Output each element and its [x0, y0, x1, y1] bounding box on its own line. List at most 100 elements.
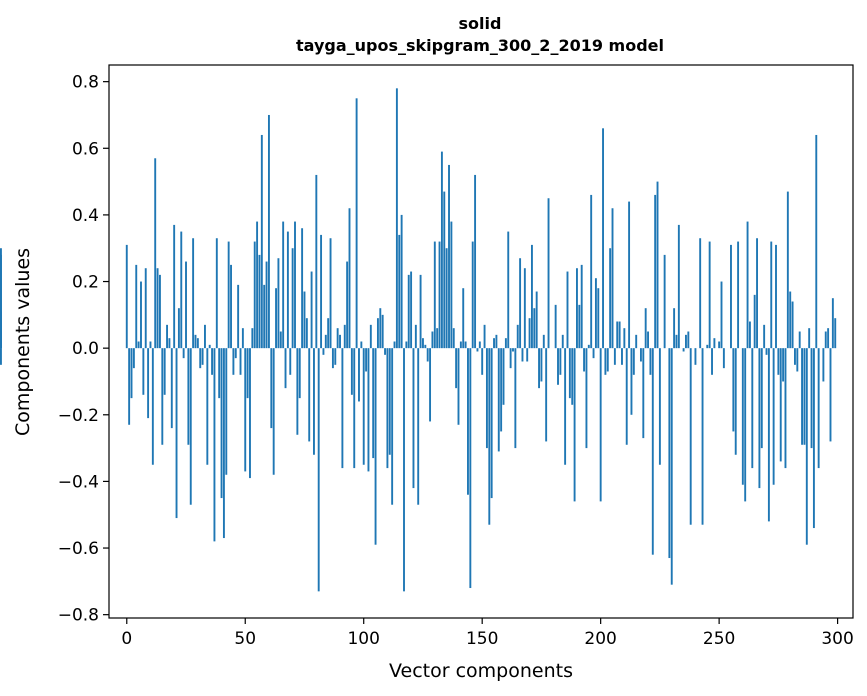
- bar: [289, 348, 292, 375]
- bar: [433, 241, 436, 349]
- bar: [464, 341, 467, 349]
- bar: [713, 338, 716, 349]
- x-axis-ticks: 0 50 100 150 200 250 300: [121, 618, 854, 649]
- bar: [765, 348, 768, 355]
- bar: [720, 281, 723, 349]
- bar: [689, 348, 692, 525]
- bar: [429, 348, 432, 422]
- bar: [474, 174, 477, 349]
- y-tick-label: −0.8: [58, 606, 99, 626]
- bar: [512, 348, 514, 352]
- bar: [576, 268, 578, 349]
- bar: [481, 348, 484, 375]
- bar: [339, 334, 341, 349]
- bar: [644, 308, 647, 349]
- bar: [708, 241, 711, 349]
- bar: [336, 328, 339, 349]
- bar: [438, 241, 441, 349]
- bar: [331, 348, 334, 369]
- bar: [777, 348, 780, 375]
- bar: [419, 274, 422, 349]
- bar: [211, 348, 214, 375]
- bar: [222, 348, 225, 539]
- bar: [232, 348, 235, 375]
- bar: [485, 348, 488, 449]
- bar: [403, 348, 405, 592]
- bar: [732, 348, 735, 432]
- bar: [784, 348, 787, 469]
- bar: [194, 334, 197, 349]
- bar: [412, 348, 415, 489]
- bar: [156, 268, 159, 349]
- bar: [258, 254, 261, 349]
- bar: [294, 221, 296, 349]
- bar: [334, 348, 337, 365]
- y-tick-label: 0.4: [72, 206, 99, 226]
- bar: [628, 201, 631, 349]
- bar: [225, 348, 228, 475]
- bar: [699, 238, 702, 349]
- bar: [651, 348, 654, 555]
- bar: [379, 308, 382, 349]
- bar: [635, 334, 638, 349]
- bar: [730, 244, 732, 349]
- bar: [125, 244, 128, 349]
- bar: [775, 244, 777, 349]
- bar: [286, 231, 289, 349]
- bar: [642, 348, 645, 439]
- bar: [187, 348, 190, 445]
- bar: [374, 348, 377, 545]
- bar: [358, 348, 360, 402]
- bar: [417, 348, 420, 505]
- bar: [483, 324, 486, 349]
- bar: [284, 348, 287, 389]
- bar: [277, 258, 280, 349]
- bar: [630, 348, 633, 415]
- bar: [741, 348, 744, 485]
- bar: [263, 284, 266, 349]
- bar: [249, 348, 251, 479]
- bar: [606, 348, 609, 372]
- bar: [177, 308, 180, 349]
- bar: [794, 348, 796, 365]
- bar: [267, 114, 270, 349]
- bar: [455, 348, 458, 389]
- bar: [142, 348, 145, 395]
- bar: [241, 328, 244, 349]
- bar: [590, 194, 593, 349]
- bar: [497, 348, 500, 452]
- bar: [613, 348, 616, 365]
- bar: [564, 348, 567, 465]
- bar: [282, 221, 285, 349]
- bar: [391, 348, 394, 505]
- y-tick-label: −0.2: [58, 406, 99, 426]
- bar: [158, 274, 161, 349]
- bar: [168, 338, 171, 349]
- bar: [244, 348, 247, 472]
- bar: [597, 288, 600, 349]
- bar: [175, 348, 178, 519]
- bar: [533, 308, 536, 349]
- bar: [204, 324, 206, 349]
- bar: [535, 291, 538, 349]
- bar: [592, 348, 595, 359]
- bar: [803, 348, 806, 445]
- chart-subtitle: tayga_upos_skipgram_300_2_2019 model: [296, 36, 664, 55]
- bar: [324, 334, 327, 349]
- bar: [218, 348, 221, 399]
- bar: [748, 321, 751, 349]
- y-tick-label: −0.4: [58, 472, 99, 492]
- bar: [161, 348, 164, 445]
- bar: [801, 348, 804, 445]
- bar: [711, 348, 713, 375]
- bar: [317, 348, 320, 592]
- bar: [147, 348, 150, 419]
- bar: [253, 241, 256, 349]
- bar: [132, 348, 135, 369]
- bar: [602, 128, 604, 349]
- bar: [507, 231, 510, 349]
- bar: [130, 348, 133, 399]
- bar: [398, 234, 401, 349]
- x-tick-label: 300: [821, 629, 853, 649]
